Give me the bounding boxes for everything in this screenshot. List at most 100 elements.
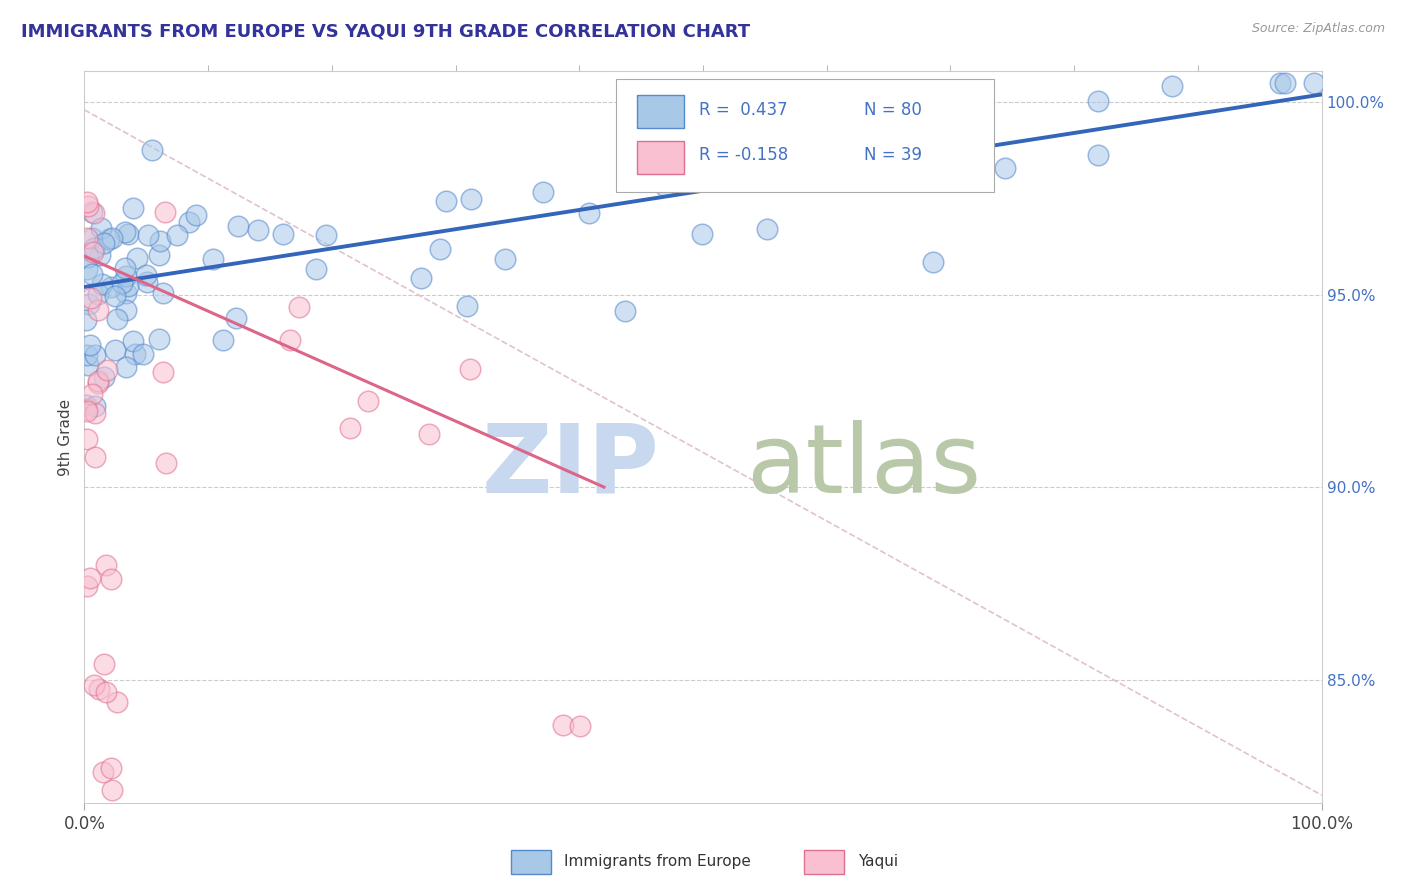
Point xyxy=(186,208,208,222)
Point xyxy=(96,363,118,377)
Point xyxy=(94,558,117,573)
Point xyxy=(100,761,122,775)
Point xyxy=(76,199,98,213)
Point xyxy=(148,331,170,345)
Point xyxy=(225,310,247,325)
Point xyxy=(76,348,98,362)
Text: R =  0.437: R = 0.437 xyxy=(699,101,787,120)
Point xyxy=(458,362,481,376)
Point xyxy=(84,406,107,420)
Point xyxy=(1160,79,1182,94)
Point xyxy=(105,695,128,709)
Point xyxy=(654,178,676,193)
Point xyxy=(578,206,600,220)
Point xyxy=(91,764,114,779)
Point xyxy=(117,279,139,293)
Point xyxy=(305,262,328,277)
Point xyxy=(122,201,145,215)
Point xyxy=(460,192,482,206)
Point xyxy=(494,252,516,267)
Y-axis label: 9th Grade: 9th Grade xyxy=(58,399,73,475)
Point xyxy=(135,268,157,282)
FancyBboxPatch shape xyxy=(637,141,685,174)
Point xyxy=(100,572,122,586)
Point xyxy=(531,185,554,199)
Point xyxy=(429,242,451,256)
Point xyxy=(551,718,574,732)
Point xyxy=(1274,76,1296,90)
Point xyxy=(315,228,337,243)
Point xyxy=(75,398,97,412)
Point xyxy=(100,280,122,294)
Point xyxy=(84,450,107,465)
Point xyxy=(80,291,103,305)
Point xyxy=(80,267,103,281)
Text: atlas: atlas xyxy=(747,420,981,513)
Point xyxy=(115,285,138,300)
Point xyxy=(339,420,361,434)
Point xyxy=(246,223,269,237)
Point xyxy=(79,338,101,352)
Point xyxy=(83,206,105,220)
Point xyxy=(114,359,136,374)
Point xyxy=(87,303,110,318)
Point xyxy=(1302,76,1324,90)
Point xyxy=(117,227,139,241)
Point xyxy=(434,194,457,208)
Point xyxy=(202,252,225,267)
Point xyxy=(76,231,98,245)
Point xyxy=(111,276,134,290)
Point xyxy=(87,374,110,388)
Point xyxy=(79,571,101,585)
Point xyxy=(122,334,145,348)
Text: IMMIGRANTS FROM EUROPE VS YAQUI 9TH GRADE CORRELATION CHART: IMMIGRANTS FROM EUROPE VS YAQUI 9TH GRAD… xyxy=(21,22,751,40)
Point xyxy=(711,151,734,165)
Point xyxy=(921,254,943,268)
Point xyxy=(75,312,97,326)
Text: Yaqui: Yaqui xyxy=(858,854,898,869)
Point xyxy=(148,234,170,248)
Point xyxy=(568,719,591,733)
Text: Source: ZipAtlas.com: Source: ZipAtlas.com xyxy=(1251,22,1385,36)
Point xyxy=(1087,148,1109,162)
Point xyxy=(152,365,174,379)
Point xyxy=(287,300,309,314)
Point xyxy=(103,343,125,358)
Point xyxy=(80,231,103,245)
Point xyxy=(87,376,110,390)
Point xyxy=(141,143,163,157)
Text: R = -0.158: R = -0.158 xyxy=(699,146,789,164)
Point xyxy=(271,227,294,242)
Point xyxy=(101,783,124,797)
Point xyxy=(115,269,138,284)
Point xyxy=(89,682,111,697)
Text: ZIP: ZIP xyxy=(482,420,659,513)
Point xyxy=(690,227,713,241)
Point xyxy=(357,394,380,409)
Point xyxy=(124,347,146,361)
Point xyxy=(132,347,155,361)
Point xyxy=(756,222,779,236)
Point xyxy=(93,235,115,250)
Point xyxy=(80,204,103,219)
FancyBboxPatch shape xyxy=(616,78,994,192)
Point xyxy=(98,232,121,246)
Point xyxy=(1087,94,1109,108)
Point xyxy=(148,248,170,262)
Text: Immigrants from Europe: Immigrants from Europe xyxy=(564,854,751,869)
Point xyxy=(80,387,103,401)
FancyBboxPatch shape xyxy=(637,95,685,128)
Point xyxy=(83,677,105,691)
Point xyxy=(96,685,118,699)
Point xyxy=(135,275,157,289)
Text: N = 39: N = 39 xyxy=(863,146,922,164)
Point xyxy=(114,303,136,318)
Point xyxy=(90,221,112,235)
Point xyxy=(93,657,115,672)
Point xyxy=(83,241,105,255)
Point xyxy=(77,296,100,310)
Point xyxy=(418,426,440,441)
FancyBboxPatch shape xyxy=(804,850,844,874)
Point xyxy=(77,358,100,372)
Point xyxy=(87,286,110,301)
